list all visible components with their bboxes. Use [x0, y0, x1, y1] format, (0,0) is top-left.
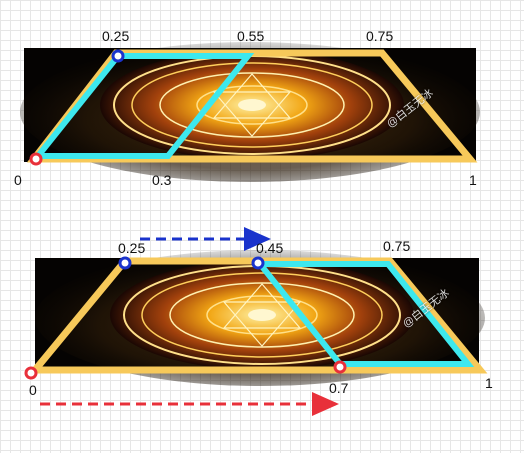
top-magic-circle-image	[100, 50, 404, 160]
top-blue-marker	[111, 49, 125, 63]
bottom-blue-marker-start	[118, 256, 132, 270]
bottom-label-bottom-2: 0.7	[329, 380, 349, 396]
bottom-label-top-3: 0.75	[383, 238, 411, 254]
bottom-highlight-region	[253, 261, 475, 367]
bottom-label-bottom-1: 0	[29, 382, 37, 398]
bottom-red-marker-end	[333, 360, 347, 374]
bottom-magic-circle-image	[110, 260, 414, 370]
top-label-bottom-2: 0.3	[152, 172, 172, 188]
top-label-top-1: 0.25	[102, 28, 130, 44]
top-red-marker	[29, 152, 43, 166]
bottom-label-top-2: 0.45	[256, 240, 284, 256]
bottom-blue-marker-end	[251, 256, 265, 270]
bottom-panel	[24, 227, 488, 416]
bottom-label-bottom-3: 1	[485, 375, 493, 391]
top-label-bottom-3: 1	[469, 172, 477, 188]
top-label-top-3: 0.75	[366, 28, 394, 44]
top-panel	[20, 42, 480, 182]
bottom-red-marker-start	[24, 366, 38, 380]
top-highlight-region	[31, 53, 255, 159]
top-label-bottom-1: 0	[14, 172, 22, 188]
top-label-top-2: 0.55	[237, 28, 265, 44]
bottom-label-top-1: 0.25	[118, 240, 146, 256]
